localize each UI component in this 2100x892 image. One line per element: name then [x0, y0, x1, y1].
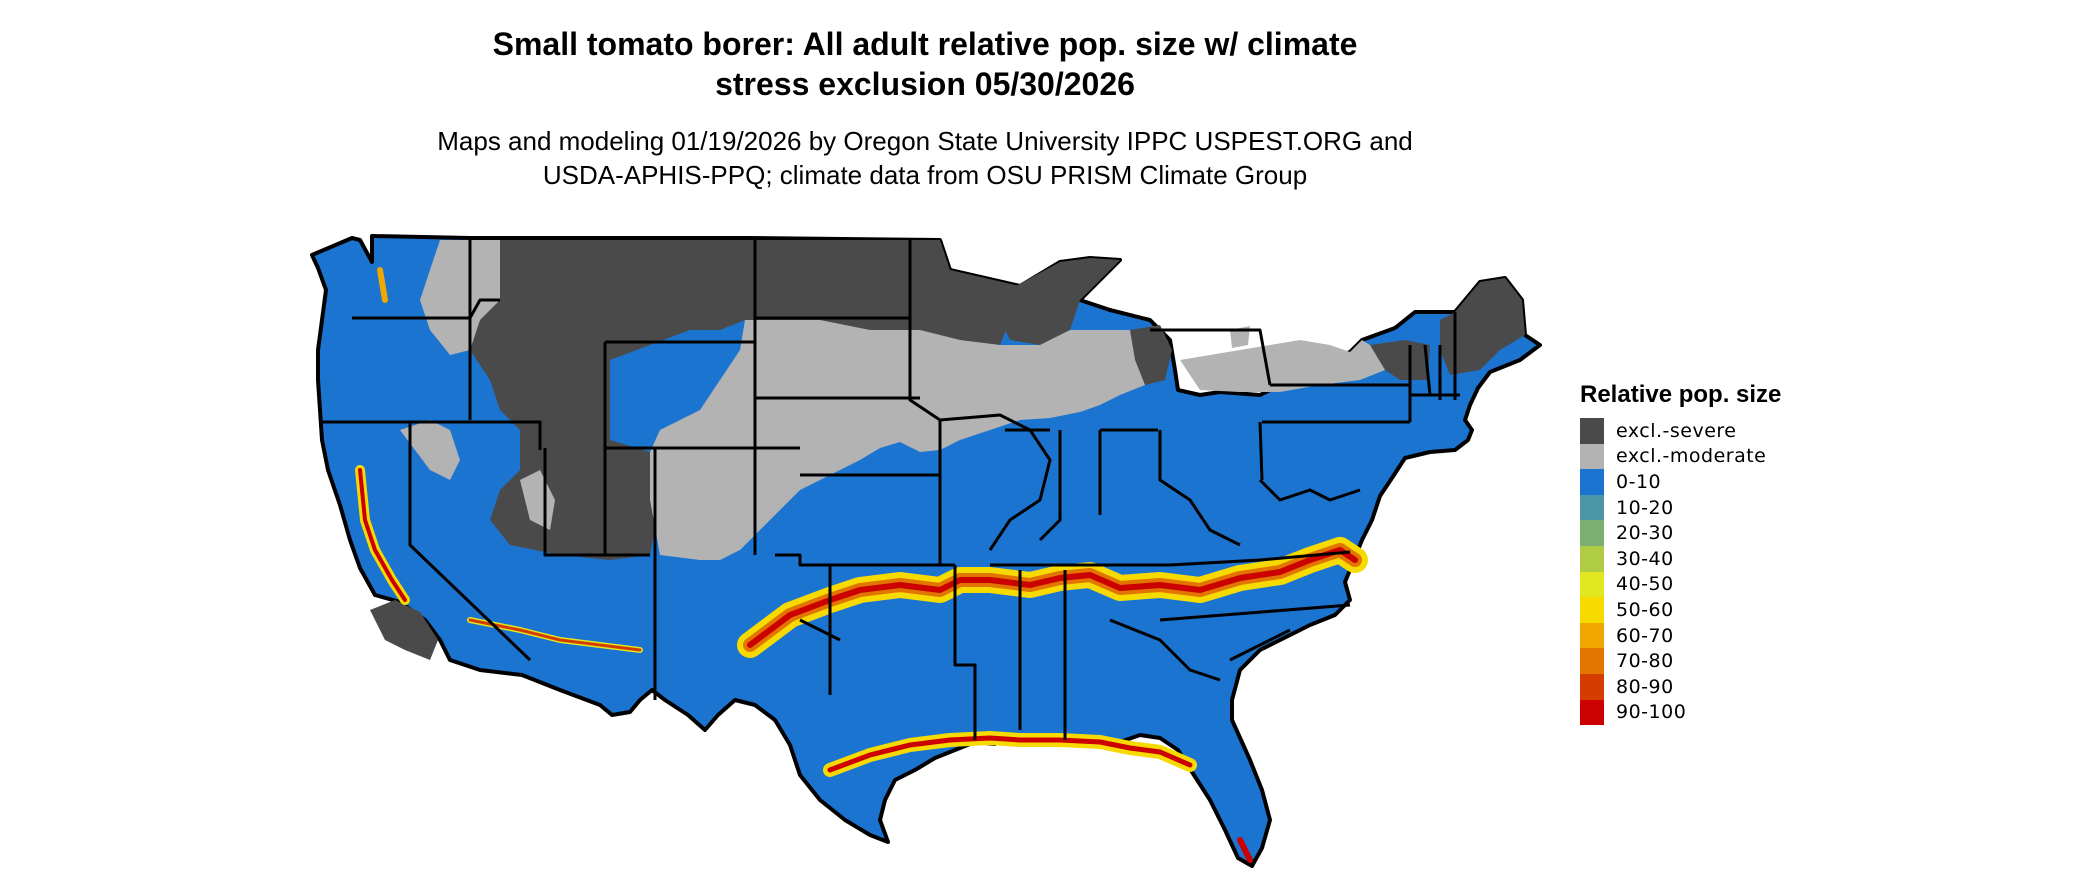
legend-label: 90-100: [1616, 701, 1687, 724]
legend-item: 60-70: [1580, 622, 2080, 649]
legend-swatch: [1580, 469, 1604, 495]
legend-swatch: [1580, 597, 1604, 623]
map-title-line-2: stress exclusion 05/30/2026: [715, 66, 1135, 102]
map-subtitle-line-2: USDA-APHIS-PPQ; climate data from OSU PR…: [542, 160, 1308, 190]
legend-swatch: [1580, 571, 1604, 598]
map-subtitle: Maps and modeling 01/19/2026 by Oregon S…: [0, 124, 1850, 192]
legend-label: 60-70: [1616, 624, 1674, 647]
map-subtitle-line-1: Maps and modeling 01/19/2026 by Oregon S…: [437, 126, 1413, 156]
legend-label: excl.-moderate: [1616, 445, 1767, 468]
state-borders: [320, 238, 1460, 740]
legend-label: 70-80: [1616, 650, 1674, 673]
legend-swatch: [1580, 443, 1604, 470]
legend-item: 30-40: [1580, 545, 2080, 572]
legend-label: 20-30: [1616, 522, 1674, 545]
legend-swatch: [1580, 622, 1604, 649]
us-map: [310, 234, 1542, 868]
legend-label: 80-90: [1616, 675, 1674, 698]
legend-label: 50-60: [1616, 598, 1674, 621]
legend-item: 90-100: [1580, 699, 2080, 726]
legend-item: 10-20: [1580, 494, 2080, 521]
us-outline: [310, 234, 1542, 868]
legend-label: excl.-severe: [1616, 419, 1737, 442]
legend-label: 0-10: [1616, 470, 1662, 493]
legend-swatch: [1580, 545, 1604, 572]
legend-swatch: [1580, 520, 1604, 546]
legend: Relative pop. size excl.-severe excl.-mo…: [1580, 380, 2080, 726]
legend-item: excl.-moderate: [1580, 443, 2080, 470]
legend-item: 50-60: [1580, 597, 2080, 623]
legend-item: 70-80: [1580, 648, 2080, 674]
map-title: Small tomato borer: All adult relative p…: [0, 24, 1850, 104]
legend-label: 30-40: [1616, 547, 1674, 570]
legend-swatch: [1580, 494, 1604, 521]
legend-label: 10-20: [1616, 496, 1674, 519]
moderate-exclusion-zones: [400, 240, 1385, 560]
legend-swatch: [1580, 699, 1604, 726]
legend-item: 40-50: [1580, 571, 2080, 598]
legend-item: excl.-severe: [1580, 418, 2080, 444]
legend-item: 80-90: [1580, 673, 2080, 700]
legend-swatch: [1580, 648, 1604, 674]
legend-item: 0-10: [1580, 469, 2080, 495]
legend-item: 20-30: [1580, 520, 2080, 546]
legend-swatch: [1580, 418, 1604, 444]
high-population-bands: [355, 267, 1368, 863]
legend-items: excl.-severe excl.-moderate 0-10 10-20 2…: [1580, 418, 2080, 726]
legend-title: Relative pop. size: [1580, 381, 1782, 408]
map-title-line-1: Small tomato borer: All adult relative p…: [492, 26, 1358, 62]
legend-label: 40-50: [1616, 573, 1674, 596]
legend-swatch: [1580, 673, 1604, 700]
